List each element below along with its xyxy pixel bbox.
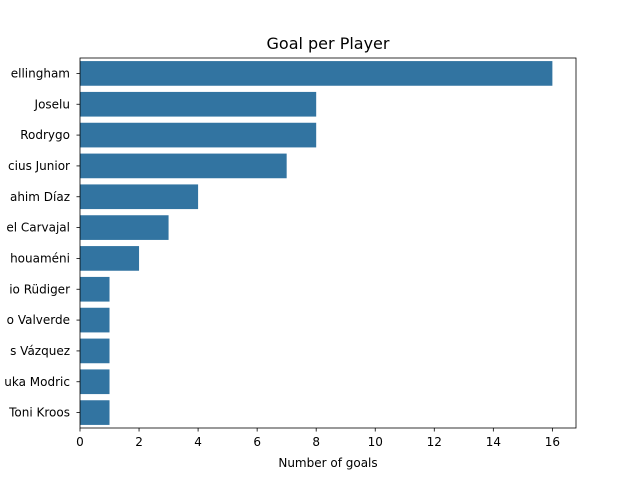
x-tick-label: 14 (486, 435, 501, 449)
bar (80, 276, 110, 302)
y-axis: ellingham Joselu Rodrygo cius Junior ahim Dí… (4, 66, 80, 420)
bar (80, 369, 110, 395)
x-tick-label: 8 (312, 435, 320, 449)
y-tick-label: uka Modric (4, 375, 70, 389)
x-tick-label: 6 (253, 435, 261, 449)
bar (80, 61, 553, 86)
y-tick-label: cius Junior (8, 159, 70, 173)
x-tick-label: 10 (368, 435, 383, 449)
y-tick-label: Rodrygo (20, 128, 70, 142)
plot-frame (79, 57, 577, 429)
bars-group (80, 61, 553, 425)
bar (80, 400, 110, 425)
bar (80, 215, 169, 240)
bar (80, 307, 110, 333)
y-tick-label: io Rüdiger (9, 282, 70, 296)
y-tick-label: s Vázquez (10, 344, 70, 358)
bar (80, 153, 287, 179)
x-axis-label: Number of goals (278, 456, 377, 470)
bar (80, 91, 317, 117)
bar (80, 184, 199, 210)
y-tick-label: ahim Díaz (10, 190, 70, 204)
y-tick-label: Joselu (34, 97, 70, 111)
chart-title: Goal per Player (267, 34, 390, 53)
y-tick-label: el Carvajal (6, 221, 70, 235)
x-tick-label: 16 (545, 435, 560, 449)
y-tick-label: ellingham (11, 66, 70, 80)
y-tick-label: houaméni (10, 251, 70, 265)
x-tick-label: 2 (135, 435, 143, 449)
x-tick-label: 0 (76, 435, 84, 449)
x-tick-label: 4 (194, 435, 202, 449)
y-tick-label: o Valverde (7, 313, 70, 327)
x-tick-label: 12 (427, 435, 442, 449)
x-axis: 0 2 4 6 8 10 12 14 16 (76, 428, 560, 449)
bar (80, 246, 140, 271)
bar (80, 122, 317, 148)
y-tick-label: Toni Kroos (8, 406, 70, 420)
bar (80, 338, 110, 364)
